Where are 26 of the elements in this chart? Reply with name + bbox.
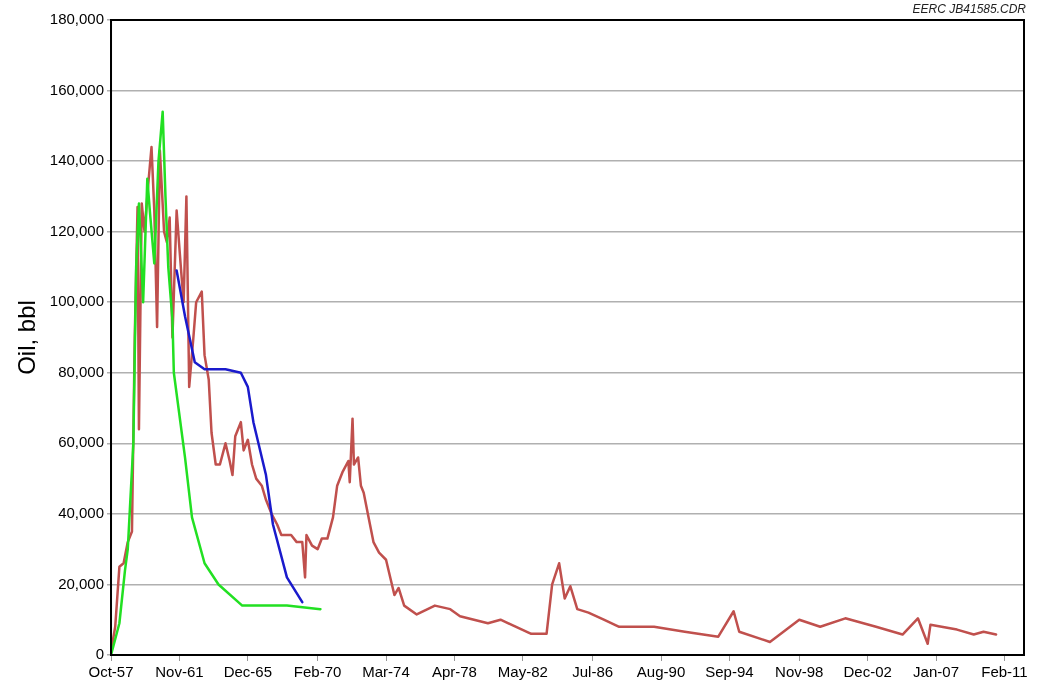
text: EERC JB41585.CDR	[912, 2, 1026, 16]
x-tick-label: Aug-90	[636, 663, 686, 681]
x-tick-label: Feb-70	[293, 663, 342, 681]
x-tick-label: Dec-65	[223, 663, 273, 681]
y-tick-label: 80,000	[58, 362, 105, 380]
x-tick-label: Oct-57	[88, 663, 134, 681]
y-tick-label: 140,000	[49, 151, 105, 169]
x-tick-label: Jan-07	[913, 663, 959, 681]
y-tick-label: 180,000	[49, 10, 105, 28]
x-tick-label: Sep-94	[705, 663, 754, 681]
x-tick-label: Apr-78	[431, 663, 477, 681]
y-tick-label: 20,000	[58, 574, 105, 592]
x-tick-label: Dec-02	[843, 663, 892, 681]
x-tick-label: Jul-86	[572, 663, 614, 681]
x-tick-label: Nov-61	[155, 663, 204, 681]
y-tick-label: 40,000	[58, 504, 105, 522]
y-axis-title: Oil, bbl	[13, 300, 41, 375]
y-tick-label: 0	[95, 645, 105, 663]
y-tick-label: 100,000	[49, 292, 105, 310]
y-tick-label: 60,000	[58, 433, 105, 451]
x-tick-label: Mar-74	[362, 663, 410, 681]
x-tick-label: May-82	[497, 663, 548, 681]
y-tick-label: 120,000	[49, 221, 105, 239]
y-tick-label: 160,000	[49, 80, 105, 98]
x-tick-label: Feb-11	[981, 663, 1028, 681]
x-tick-label: Nov-98	[775, 663, 824, 681]
